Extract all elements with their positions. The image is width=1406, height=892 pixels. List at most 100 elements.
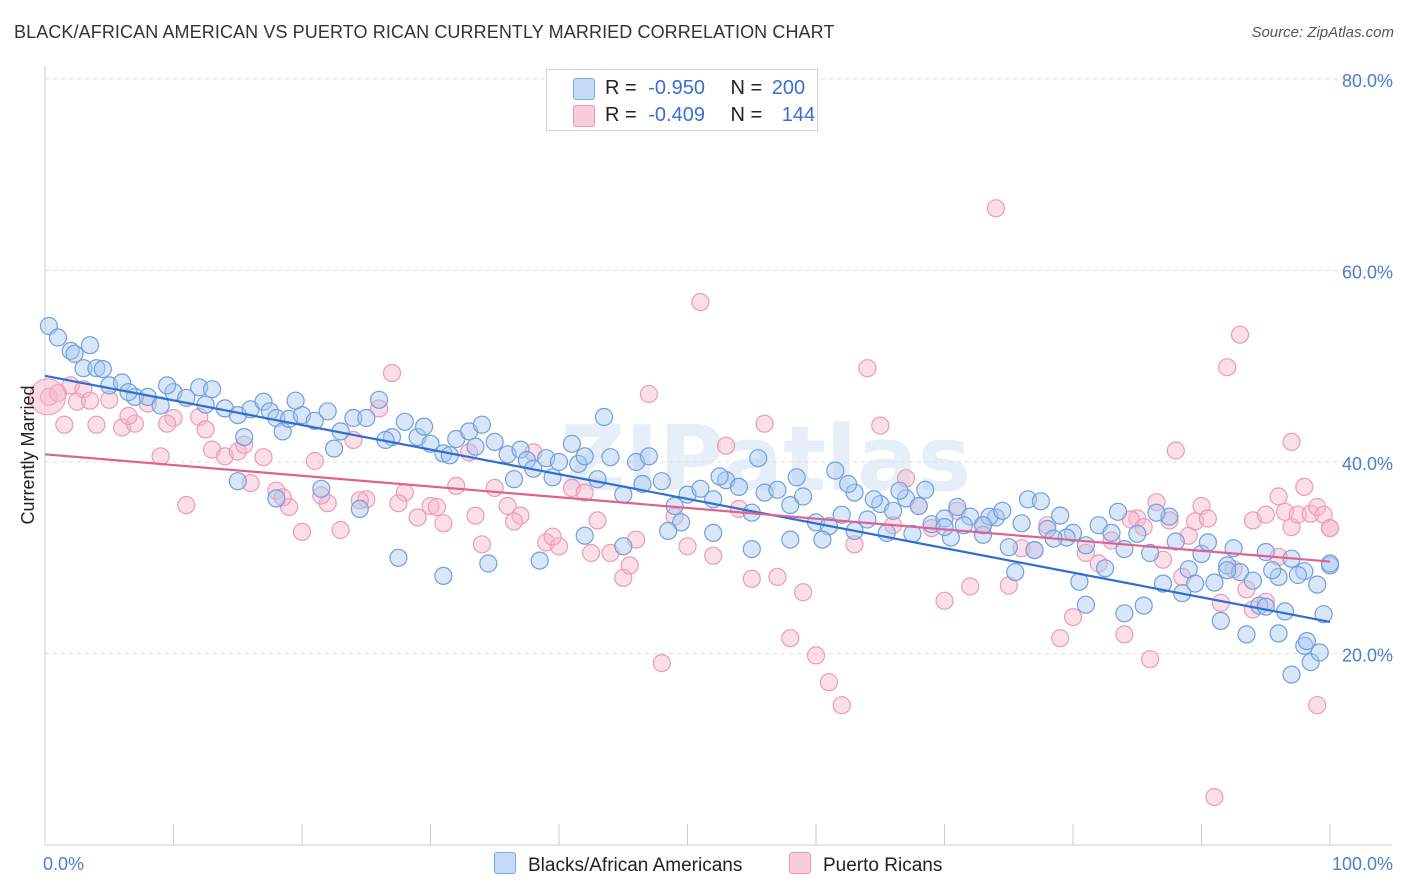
data-point — [838, 474, 858, 494]
data-point — [1140, 650, 1160, 669]
data-point — [1256, 505, 1275, 524]
data-point — [1218, 358, 1237, 377]
data-point — [1243, 571, 1263, 590]
data-point — [1051, 629, 1070, 648]
data-point — [498, 496, 517, 516]
bottom-legend-blacks: Blacks/African Americans — [494, 852, 742, 877]
data-point — [1211, 611, 1230, 631]
data-point — [793, 487, 813, 506]
data-point — [267, 489, 286, 508]
data-point — [305, 451, 324, 471]
data-point — [504, 470, 524, 489]
data-point — [1230, 325, 1250, 344]
data-point — [158, 414, 177, 433]
data-point — [961, 577, 980, 596]
y-tick-label: 80.0% — [1342, 71, 1393, 91]
bottom-legend-swatch-puerto-ricans — [789, 852, 811, 874]
data-point — [749, 449, 768, 468]
data-point — [350, 499, 369, 518]
data-point — [1320, 518, 1340, 538]
data-point — [479, 554, 498, 573]
data-point — [569, 454, 588, 473]
data-point — [652, 472, 671, 491]
data-point — [716, 436, 736, 455]
data-point — [1166, 441, 1185, 460]
data-point — [370, 390, 389, 409]
data-points — [29, 199, 1340, 807]
data-point — [883, 501, 903, 520]
data-point — [1153, 574, 1173, 593]
data-point — [55, 415, 74, 434]
data-point — [1012, 514, 1031, 533]
data-point — [845, 535, 864, 554]
data-point — [280, 497, 299, 517]
data-point — [594, 407, 614, 427]
data-point — [1297, 631, 1317, 651]
data-point — [935, 517, 954, 537]
data-point — [575, 483, 594, 502]
data-point — [408, 508, 427, 527]
data-point — [671, 513, 691, 532]
data-point — [710, 467, 729, 486]
data-point — [357, 408, 376, 428]
data-point — [1076, 543, 1096, 563]
data-point — [1282, 665, 1301, 684]
data-point — [729, 477, 749, 496]
legend-r-label: R = — [605, 77, 637, 99]
data-point — [318, 402, 337, 421]
legend-n-value: 200 — [771, 77, 806, 99]
data-point — [1025, 540, 1044, 560]
data-point — [781, 496, 800, 515]
data-point — [588, 511, 607, 530]
data-point — [472, 415, 491, 434]
data-point — [151, 447, 170, 466]
data-point — [691, 479, 710, 498]
data-point — [485, 432, 504, 451]
data-point — [620, 556, 639, 575]
data-point — [447, 476, 466, 495]
y-tick-label: 60.0% — [1342, 263, 1393, 283]
data-point — [235, 435, 254, 454]
tick-labels: 20.0% 40.0% 60.0% 80.0% 0.0% 100.0% — [43, 71, 1393, 874]
data-point — [755, 414, 774, 433]
data-point — [80, 391, 100, 410]
data-point — [504, 512, 524, 531]
data-point — [74, 359, 93, 378]
data-point — [652, 653, 671, 673]
data-point — [485, 478, 504, 497]
data-point — [1115, 625, 1134, 644]
data-point — [273, 488, 292, 507]
bottom-legend-label-blacks: Blacks/African Americans — [528, 855, 743, 876]
data-point — [305, 411, 324, 430]
data-point — [1237, 625, 1256, 644]
data-point — [633, 474, 652, 494]
data-point — [530, 551, 549, 570]
data-point — [1166, 532, 1185, 551]
data-point — [742, 539, 761, 559]
data-point — [1057, 528, 1076, 547]
data-point — [973, 525, 993, 544]
data-point — [1134, 596, 1153, 615]
data-point — [1308, 575, 1327, 594]
data-point — [1063, 607, 1083, 627]
data-point — [203, 380, 222, 399]
data-point — [768, 567, 787, 587]
data-point — [434, 514, 453, 533]
data-point — [826, 461, 845, 480]
data-point — [1282, 432, 1301, 451]
data-point — [1301, 504, 1320, 523]
data-point — [1288, 505, 1308, 524]
data-point — [1185, 574, 1205, 593]
data-point — [1269, 624, 1288, 643]
data-point — [196, 420, 215, 439]
y-tick-label: 20.0% — [1342, 646, 1393, 666]
axes — [44, 66, 1392, 846]
bottom-legend-swatch-blacks — [494, 852, 516, 874]
x-tick-label: 100.0% — [1332, 854, 1393, 874]
trend-lines — [44, 374, 1331, 623]
data-point — [1308, 696, 1327, 715]
data-point — [986, 199, 1006, 218]
data-point — [916, 480, 935, 499]
legend-r-value: -0.409 — [648, 104, 705, 126]
